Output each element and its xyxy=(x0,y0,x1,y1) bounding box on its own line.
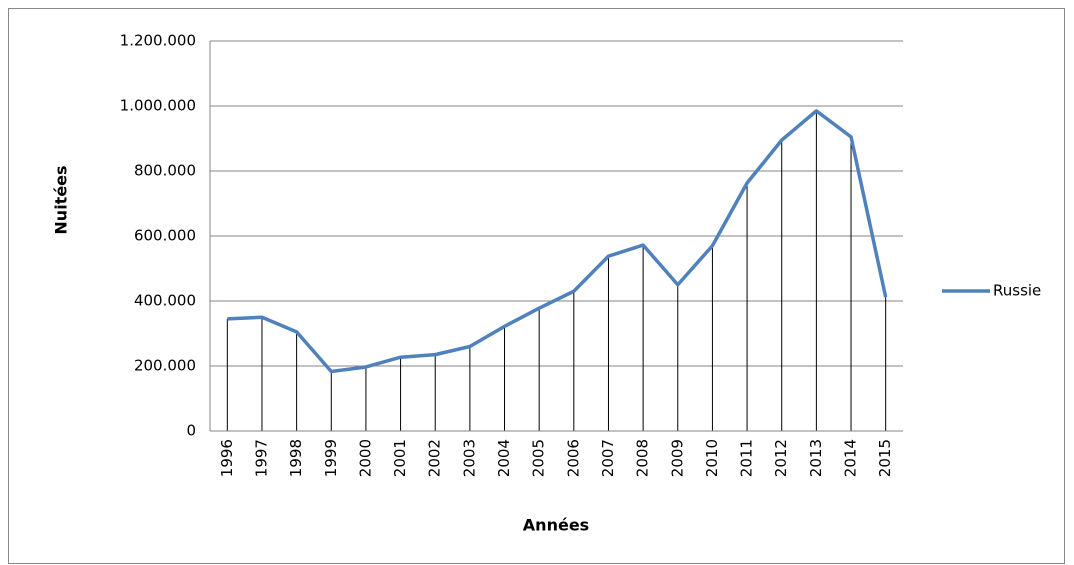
data-line xyxy=(227,109,888,374)
x-axis-title: Années xyxy=(523,516,589,535)
x-tick-label: 2012 xyxy=(772,439,790,477)
x-tick-label: 1998 xyxy=(287,439,305,477)
x-tick-label: 2001 xyxy=(391,439,409,477)
x-tick-label: 2008 xyxy=(634,439,652,477)
x-tick-label: 1996 xyxy=(218,439,236,477)
x-tick-label: 2006 xyxy=(564,439,582,477)
x-tick-label: 2013 xyxy=(807,439,825,477)
chart-border xyxy=(8,8,1065,564)
x-tick-label: 2000 xyxy=(356,439,374,477)
x-tick-label: 2014 xyxy=(842,439,860,477)
legend-label: Russie xyxy=(993,282,1041,300)
x-tick-label: 2011 xyxy=(738,439,756,477)
y-tick-label: 600.000 xyxy=(134,227,196,245)
x-tick-label: 2002 xyxy=(426,439,444,477)
x-tick-label: 2004 xyxy=(495,439,513,477)
y-tick-label: 0 xyxy=(186,422,196,440)
y-tick-label: 1.000.000 xyxy=(120,97,196,115)
x-tick-label: 2015 xyxy=(876,439,894,477)
x-tick-label: 2009 xyxy=(668,439,686,477)
y-tick-label: 200.000 xyxy=(134,357,196,375)
x-tick-label: 2007 xyxy=(599,439,617,477)
y-tick-label: 1.200.000 xyxy=(120,32,196,50)
x-tick-label: 2003 xyxy=(460,439,478,477)
x-tick-label: 2010 xyxy=(703,439,721,477)
y-axis-title: Nuitées xyxy=(52,165,71,234)
x-tick-label: 1997 xyxy=(252,439,270,477)
x-tick-label: 2005 xyxy=(530,439,548,477)
y-tick-label: 400.000 xyxy=(134,292,196,310)
x-tick-label: 1999 xyxy=(322,439,340,477)
y-tick-label: 800.000 xyxy=(134,162,196,180)
